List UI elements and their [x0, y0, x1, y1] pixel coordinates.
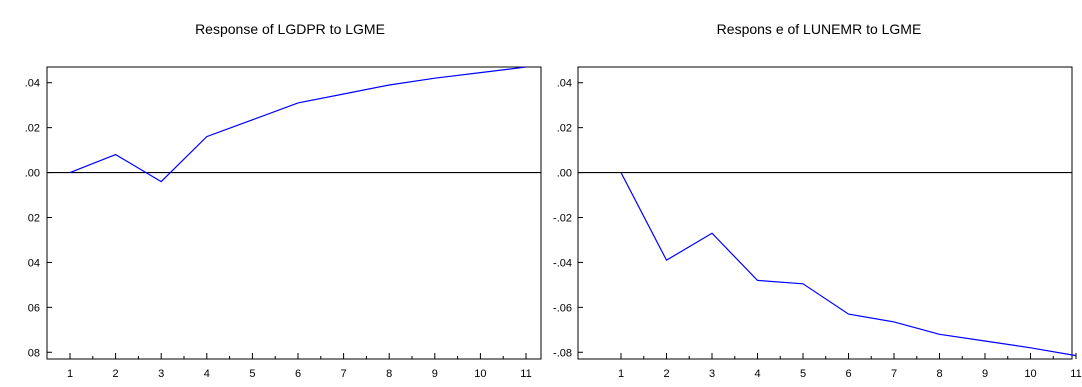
x-tick-label: 1: [67, 368, 73, 380]
x-tick-label: 11: [1070, 368, 1081, 380]
x-tick-label: 6: [845, 368, 851, 380]
x-tick-label: 6: [295, 368, 301, 380]
y-tick-label: 06: [28, 302, 40, 314]
x-tick-label: 3: [709, 368, 715, 380]
x-tick-label: 9: [982, 368, 988, 380]
x-tick-label: 1: [618, 368, 624, 380]
x-tick-label: 8: [386, 368, 392, 380]
x-tick-label: 7: [891, 368, 897, 380]
x-tick-label: 4: [204, 368, 210, 380]
y-tick-label: .04: [25, 78, 40, 90]
chart-panel-lunemr: Respons e of LUNEMR to LGME .04 .02 .00 -.0…: [553, 21, 1082, 380]
x-tick-label: 11: [520, 368, 531, 380]
chart-title: Response of LGDPR to LGME: [195, 21, 385, 37]
x-tick-label: 5: [800, 368, 806, 380]
x-tick-label: 7: [341, 368, 347, 380]
y-tick-label: 02: [28, 212, 40, 224]
y-tick-label: -.06: [553, 302, 572, 314]
y-tick-label: 04: [28, 257, 40, 269]
y-tick-label: .02: [25, 123, 40, 135]
chart-panel-lgdpr: Response of LGDPR to LGME .04 .02 .00 02 04 0…: [25, 21, 542, 380]
y-tick-label: -.04: [553, 257, 572, 269]
plot-frame: [46, 66, 542, 360]
series-line: [69, 66, 527, 183]
x-tick-label: 2: [113, 368, 119, 380]
y-tick-label: .02: [557, 123, 572, 135]
x-tick-label: 2: [663, 368, 669, 380]
x-tick-label: 3: [158, 368, 164, 380]
y-tick-label: .04: [557, 78, 572, 90]
y-tick-label: -.02: [553, 212, 572, 224]
x-tick-label: 8: [936, 368, 942, 380]
y-tick-label: -.08: [553, 347, 572, 359]
x-tick-label: 9: [432, 368, 438, 380]
plot-frame: [577, 66, 1073, 360]
series-line: [620, 172, 1077, 357]
y-tick-label: 08: [28, 347, 40, 359]
x-tick-label: 10: [1024, 368, 1036, 380]
x-tick-label: 5: [249, 368, 255, 380]
y-tick-label: .00: [557, 168, 572, 180]
chart-title: Respons e of LUNEMR to LGME: [717, 21, 922, 37]
x-tick-label: 10: [474, 368, 486, 380]
y-tick-label: .00: [25, 168, 40, 180]
x-tick-label: 4: [754, 368, 760, 380]
